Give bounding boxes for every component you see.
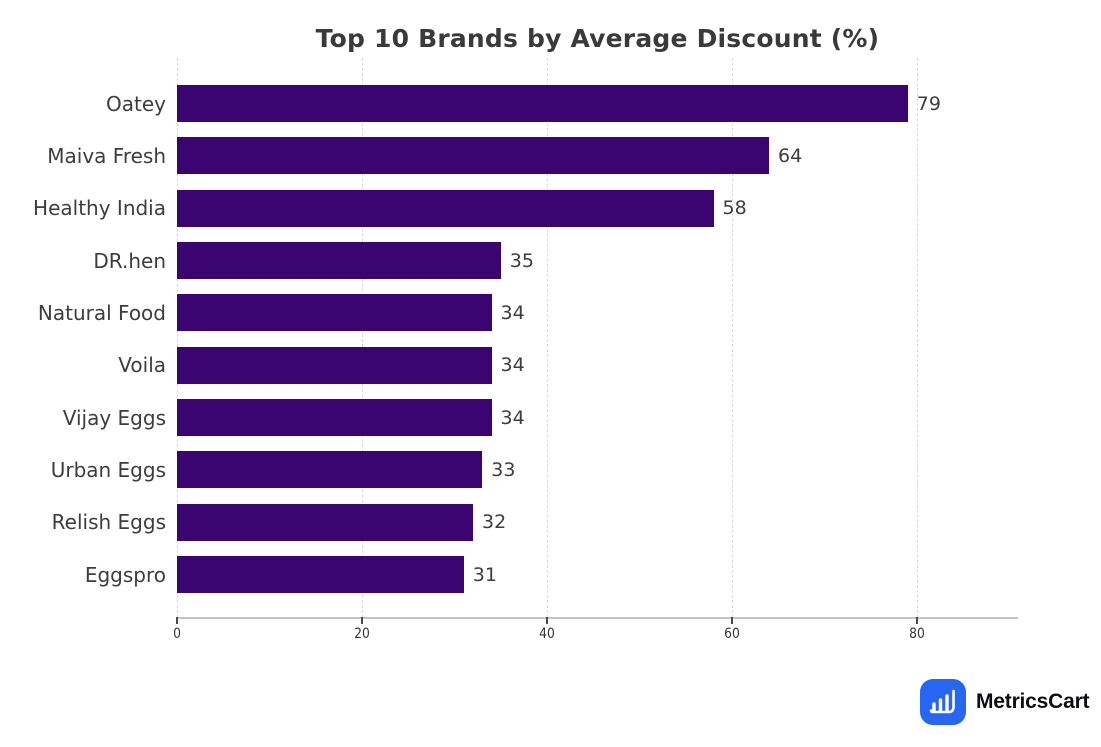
bar-value-label: 35 xyxy=(509,249,534,272)
bar-natural-food xyxy=(177,294,492,332)
bar-value-label: 34 xyxy=(500,301,525,324)
category-label: Voila xyxy=(118,353,166,378)
gridline-20 xyxy=(362,58,363,618)
bar-value-label: 79 xyxy=(916,92,941,115)
bar-vijay-eggs xyxy=(177,399,492,437)
bar-dr-hen xyxy=(177,242,501,280)
x-tick-label: 0 xyxy=(173,626,181,642)
bar-voila xyxy=(177,346,492,384)
bar-maiva-fresh xyxy=(177,137,769,175)
bar-value-label: 34 xyxy=(500,406,525,429)
bar-value-label: 34 xyxy=(500,354,525,377)
metricscart-logo: MetricsCart xyxy=(920,679,1090,725)
gridline-0 xyxy=(177,58,178,618)
x-axis-line xyxy=(177,617,1018,619)
x-tick-mark-20 xyxy=(361,617,363,624)
x-tick-mark-80 xyxy=(916,617,918,624)
category-label: Maiva Fresh xyxy=(47,143,166,168)
bar-value-label: 64 xyxy=(778,144,803,167)
category-label: Healthy India xyxy=(33,196,166,221)
gridline-40 xyxy=(547,58,548,618)
gridline-80 xyxy=(917,58,918,618)
bar-value-label: 58 xyxy=(722,197,747,220)
x-tick-mark-0 xyxy=(176,617,178,624)
bar-value-label: 32 xyxy=(482,511,507,534)
bar-oatey xyxy=(177,85,908,122)
x-tick-label: 40 xyxy=(539,626,555,642)
bar-chart-cart-icon xyxy=(929,689,955,714)
x-tick-label: 20 xyxy=(354,626,370,642)
metricscart-logo-badge xyxy=(920,679,966,725)
bar-relish-eggs xyxy=(177,503,473,541)
category-label: Natural Food xyxy=(37,300,166,325)
bar-value-label: 31 xyxy=(472,563,497,586)
metricscart-logo-text: MetricsCart xyxy=(976,690,1090,713)
x-tick-mark-60 xyxy=(731,617,733,624)
x-tick-label: 60 xyxy=(724,626,740,642)
gridline-60 xyxy=(732,58,733,618)
bar-eggspro xyxy=(177,556,464,594)
bar-value-label: 33 xyxy=(491,458,516,481)
category-label: Relish Eggs xyxy=(51,510,166,535)
bar-urban-eggs xyxy=(177,451,483,489)
bar-healthy-india xyxy=(177,189,714,227)
x-tick-label: 80 xyxy=(909,626,925,642)
category-label: DR.hen xyxy=(93,248,166,273)
category-label: Urban Eggs xyxy=(50,457,166,482)
plot-area: 79 64 58 35 34 34 34 33 32 31 xyxy=(177,58,1018,618)
category-label: Vijay Eggs xyxy=(62,405,166,430)
chart-title: Top 10 Brands by Average Discount (%) xyxy=(315,24,880,53)
category-label: Oatey xyxy=(106,91,166,116)
category-label: Eggspro xyxy=(84,562,166,587)
x-tick-mark-40 xyxy=(546,617,548,624)
